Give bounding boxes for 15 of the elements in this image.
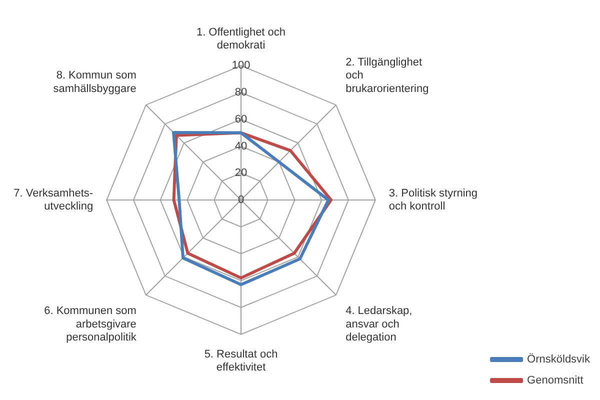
spoke-label: 5. Resultat och effektivitet — [204, 348, 278, 374]
spoke-label: 4. Ledarskap, ansvar och delegation — [346, 305, 412, 344]
y-tick-label: 100 — [232, 60, 250, 72]
spoke-label: 6. Kommunen som arbetsgivare personalpolitik — [44, 305, 137, 344]
y-tick-label: 60 — [234, 113, 248, 126]
legend-label: Örnsköldsvik — [527, 352, 590, 366]
spoke-label: 8. Kommun som samhällsbyggare — [53, 70, 136, 95]
legend-label: Genomsnitt — [527, 374, 584, 387]
spoke-label: 1. Offentlighet och demokrati — [196, 26, 286, 52]
spoke-label: 7. Verksamhets- utveckling — [14, 187, 94, 213]
y-tick-label: 80 — [234, 86, 248, 99]
spoke-label: 2. Tillgänglighet och brukarorientering — [346, 56, 429, 95]
spoke-label: 3. Politisk styrning och kontroll — [388, 187, 478, 213]
y-tick-label: 40 — [234, 140, 248, 152]
y-tick-label: 20 — [234, 167, 248, 180]
